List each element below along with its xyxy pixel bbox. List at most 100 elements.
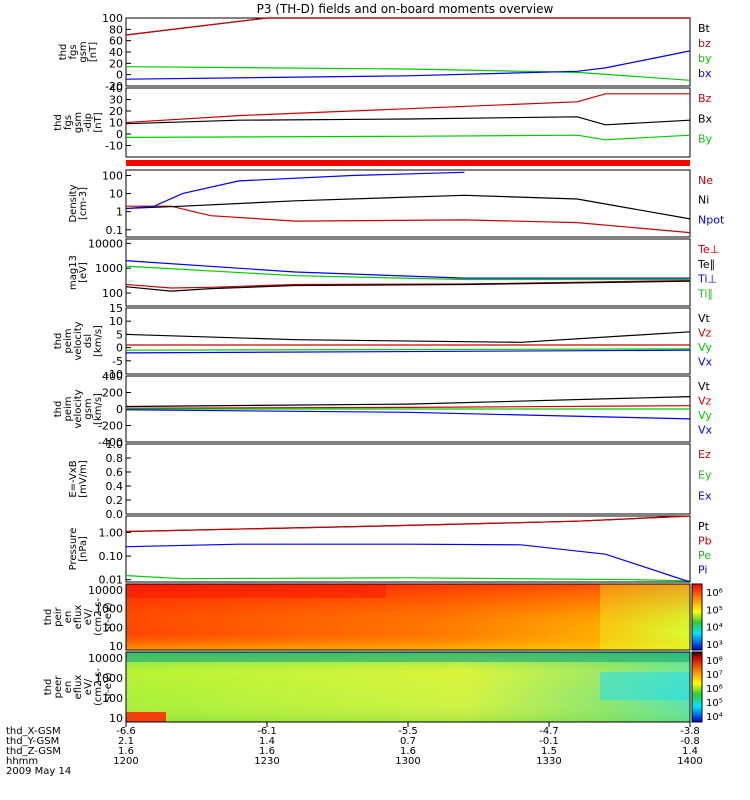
footer-value-hhmm: 1400 (677, 756, 702, 767)
colorbar-tick-label: 10⁸ (706, 656, 723, 667)
y-axis-label-line: thd (53, 401, 64, 418)
y-tick-label: 10000 (88, 652, 123, 665)
y-axis-label-line: (cm2-s- (93, 598, 104, 636)
y-axis-label: mag13 [eV] (68, 255, 89, 290)
y-tick-label: 1000 (95, 603, 123, 616)
y-tick-label: 0.2 (106, 494, 124, 507)
y-axis-label-line: fgs (68, 44, 79, 59)
colorbar-tick-label: 10⁷ (706, 670, 723, 681)
y-axis-label-line: -dip (83, 113, 94, 132)
series-line-Vt (125, 396, 691, 408)
y-axis-label-line: dsl (83, 334, 94, 348)
legend-Vt: Vt (698, 312, 711, 325)
legend-Ne: Ne (698, 174, 713, 187)
y-axis-label: thd peim velocity gsm [km/s] (53, 389, 104, 428)
y-tick-label: 100 (102, 287, 123, 300)
electron-spectrogram (125, 651, 691, 723)
colorbar (691, 651, 703, 723)
footer-value-x: -5.5 (398, 726, 418, 737)
footer-value-y: 0.7 (400, 736, 416, 747)
y-tick-label: 0 (116, 128, 123, 141)
y-tick-label: 60 (109, 35, 123, 48)
series-line-Pb (125, 515, 691, 533)
colorbar (691, 583, 703, 651)
series-line-Vx (125, 349, 691, 354)
panel-frame (125, 443, 691, 515)
y-axis-label-line: (cm2-s- (93, 668, 104, 706)
footer-value-hhmm: 1200 (113, 756, 138, 767)
legend-Vz: Vz (698, 327, 712, 340)
y-tick-label: 10 (109, 640, 123, 653)
y-axis-label-line: thd (43, 609, 54, 626)
y-axis-label: thd peir en eflux eV/(cm2-s-sr-eV) (43, 598, 114, 636)
series-line-Vt (125, 331, 691, 343)
legend-Te∥: Te∥ (697, 258, 715, 271)
y-axis-label-line: [eV] (78, 262, 89, 283)
y-tick-label: 0 (116, 403, 123, 416)
series-line-Ne (126, 205, 691, 234)
colorbar-tick-label: 10⁴ (706, 712, 723, 723)
y-axis-label-line: sr-eV) (103, 672, 114, 701)
y-tick-label: -400 (98, 436, 123, 449)
legend-Ti⊥: Ti⊥ (697, 273, 717, 286)
series-line-Te∥ (125, 280, 691, 292)
y-axis-label: thd fgs gsm [nT] (58, 41, 99, 62)
y-axis-label-line: en (63, 681, 74, 694)
y-tick-label: 10 (109, 188, 123, 201)
y-axis-label-line: eflux (73, 605, 84, 630)
series-line-Ti∥ (125, 265, 690, 281)
panel-peim_velocity_gsm: 400 200 0 -200 -400 thd peim velocity gsm [km/s] V… (53, 370, 713, 449)
y-axis-label: Density [cm-3] (68, 184, 89, 222)
series-line-Vy (125, 348, 691, 351)
series-line-Bx (125, 116, 691, 126)
colorbar-tick-label: 10⁵ (706, 698, 723, 709)
legend-Bx: Bx (698, 112, 713, 125)
legend-Ex: Ex (698, 489, 712, 502)
y-axis-label-line: [nT] (88, 42, 99, 62)
y-tick-label: 0 (116, 342, 123, 355)
panel-frame (125, 169, 691, 238)
y-axis-label-line: Density (68, 184, 79, 222)
legend-Vy: Vy (698, 341, 712, 354)
footer-value-y: 1.4 (259, 736, 275, 747)
series-line-bx (125, 50, 691, 80)
footer-label: 2009 May 14 (6, 766, 71, 777)
y-tick-label: 10000 (88, 237, 123, 250)
footer-label: thd_Z-GSM (6, 746, 61, 757)
legend-Vx: Vx (698, 424, 713, 437)
y-axis-label-line: eV/ (83, 678, 94, 695)
footer-label: hhmm (6, 756, 38, 767)
y-tick-label: 0.6 (106, 466, 124, 479)
panel-peir_en_eflux: 10000 1000 100 10 thd peir en eflux eV/(cm2-s-sr… (43, 583, 723, 653)
y-tick-label: 0.10 (99, 550, 124, 563)
series-line-Vx (125, 409, 691, 420)
legend-Ni: Ni (698, 194, 709, 207)
y-axis-label-line: sr-eV) (103, 602, 114, 631)
footer-value-hhmm: 1330 (536, 756, 561, 767)
panel-peer_en_eflux: 10000 1000 100 10 thd peer en eflux eV/(cm2-s-sr… (43, 651, 723, 725)
y-axis-label-line: mag13 (68, 255, 79, 290)
y-tick-label: 40 (109, 46, 123, 59)
series-line-Pi (125, 543, 691, 583)
y-tick-label: 80 (109, 23, 123, 36)
y-axis-label-line: gsm (73, 112, 84, 133)
y-axis-label: Pressure [nPa] (68, 528, 89, 571)
footer-value-x: -3.8 (680, 726, 700, 737)
legend-Te⊥: Te⊥ (697, 243, 719, 256)
y-axis-label-line: [cm-3] (78, 187, 89, 220)
panel-frame (125, 87, 691, 158)
y-axis-label-line: eV/ (83, 608, 94, 625)
footer-value-x: -6.1 (257, 726, 277, 737)
y-tick-label: 0.0 (106, 508, 124, 521)
y-tick-label: 400 (102, 370, 123, 383)
y-axis-label-line: eflux (73, 675, 84, 700)
y-axis-label-line: velocity (73, 321, 84, 360)
colorbar-tick-label: 10⁶ (706, 588, 723, 599)
y-tick-label: -5 (112, 355, 123, 368)
footer-value-y: -0.1 (539, 736, 559, 747)
y-tick-label: 5 (116, 328, 123, 341)
panel-density: 100 10 1 0.1 Density [cm-3] Ne Ni Npot (68, 169, 725, 238)
legend-Pb: Pb (698, 535, 712, 548)
